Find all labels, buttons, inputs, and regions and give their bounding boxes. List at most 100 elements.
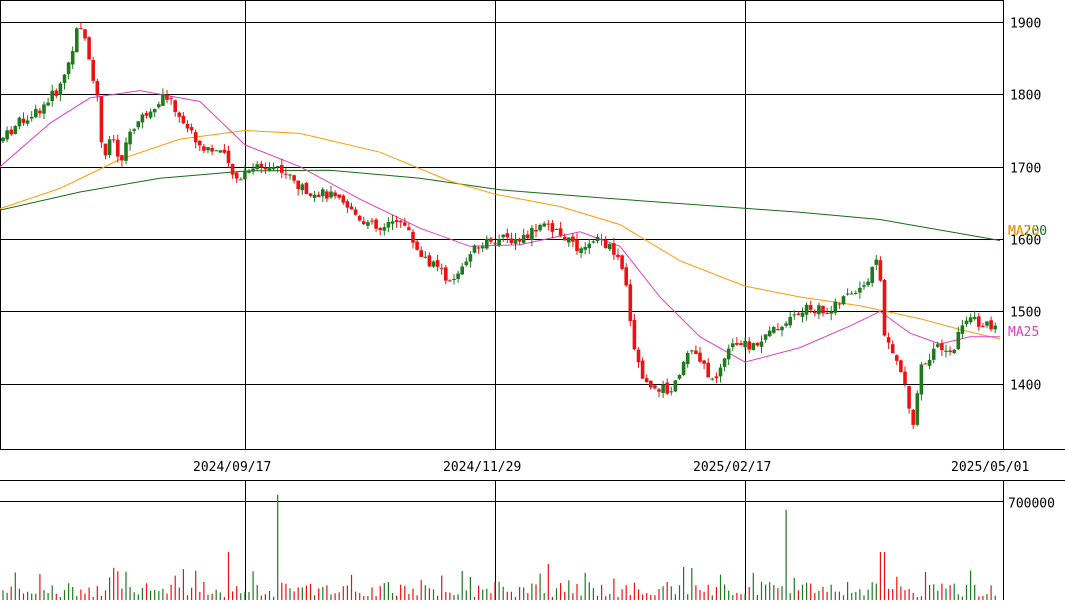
volume-bar [363,596,365,600]
candle-body [144,113,149,116]
candle-body [562,236,567,241]
volume-bar [449,592,451,600]
candle-body [169,98,173,100]
volume-bar [830,584,832,600]
candle-body [50,90,54,102]
volume-bar [498,581,500,600]
volume-bar [818,590,820,600]
volume-bar [305,585,307,600]
volume-bar [14,572,16,600]
candle-body [956,331,961,350]
volume-bar [678,585,681,600]
volume-bar [826,591,828,600]
candle-body [513,238,518,244]
volume-bar [240,593,242,600]
volume-bar [719,574,722,600]
price-tick-label: 1500 [1010,306,1041,321]
volume-bar [806,582,808,600]
volume-bar [408,594,410,600]
volume-bar [613,578,615,600]
volume-bar [674,594,676,600]
candle-body [435,260,440,267]
candle-body [312,194,317,198]
candle-body [874,259,879,265]
volume-bar [68,583,70,600]
volume-bar [953,583,955,600]
candle-body [29,116,34,119]
volume-bar [248,592,250,600]
volume-bar [609,593,611,600]
volume-bar [773,585,775,600]
candle-body [448,280,452,282]
volume-bar [994,595,996,600]
volume-bar [605,596,607,600]
volume-bar [76,595,78,600]
candle-body [632,319,637,350]
volume-bar [150,590,152,600]
candle-body [480,246,485,249]
candle-body [948,350,952,353]
volume-bar [412,588,414,600]
volume-bar [851,592,853,600]
volume-bar [18,588,20,600]
volume-bar [584,572,586,600]
candle-body [579,248,583,254]
candle-body [505,233,510,238]
volume-bar [617,596,619,600]
candle-body [91,59,95,81]
candle-body [87,37,91,60]
volume-bar [793,577,795,600]
candle-body [452,279,456,281]
volume-bar [80,589,82,600]
candle-body [501,234,505,238]
candle-body [75,28,79,53]
volume-bar [473,596,476,600]
volume-bar [732,595,734,600]
candle-body [612,243,616,255]
candle-body [530,228,534,240]
candle-body [280,164,284,173]
candle-body [915,393,920,425]
axis-labels: 1900 1800 1700 1600 1500 1400 700000 2024/09/17… [193,17,1055,512]
candle-body [83,29,87,39]
legend-ma25: MA25 [1008,325,1039,340]
candle-body [468,254,473,262]
volume-bar [453,595,455,600]
volume-bar [646,592,648,600]
volume-bar [871,582,873,600]
volume-bar [978,596,980,600]
candle-body [95,81,100,96]
volume-bar [937,590,939,600]
volume-bar [404,585,406,600]
volume-bar [912,592,914,600]
volume-bar [199,591,201,600]
candle-body [230,163,235,175]
candle-body [808,305,813,310]
volume-bar [264,594,266,600]
candle-body [54,90,59,96]
candle-body [66,62,71,75]
candle-body [292,175,296,181]
candle-body [431,261,436,267]
candle-body [833,301,838,313]
candle-body [403,222,407,226]
volume-bar [186,595,189,600]
candle-body [690,350,694,352]
candle-body [181,115,186,124]
candle-body [763,334,768,340]
volume-bar [297,587,299,600]
candle-body [837,303,842,305]
volume-bar [916,597,918,600]
candle-body [665,382,669,394]
candle-body [841,296,846,305]
volume-bar [178,587,180,600]
volume-bar [547,564,549,600]
volume-bar [941,583,943,600]
candle-body [968,317,973,323]
volume-bar [227,552,230,600]
candle-body [198,140,202,146]
candle-body [800,312,805,317]
volume-bar [35,593,37,600]
candle-body [931,348,936,360]
candlesticks [1,22,997,429]
